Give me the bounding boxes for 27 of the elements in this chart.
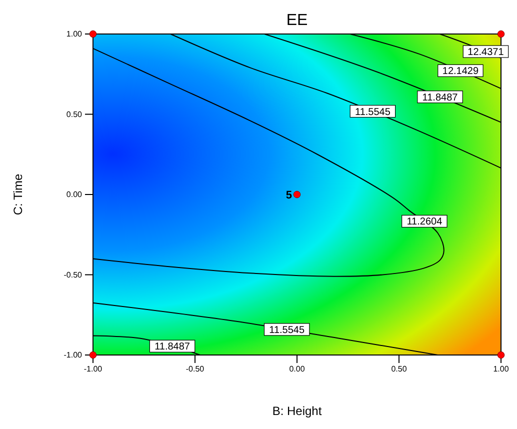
series-label: 11.5545 — [269, 324, 305, 336]
x-tick-label: 1.00 — [493, 364, 510, 374]
point — [293, 190, 301, 198]
x-tick-label: -0.50 — [186, 364, 205, 374]
series-label: 12.4371 — [468, 47, 504, 58]
point — [497, 351, 505, 359]
x-axis-title: B: Height — [272, 404, 322, 418]
y-tick-label: 1.00 — [66, 30, 83, 39]
y-axis-title: C: Time — [11, 174, 25, 216]
chart-title: EE — [286, 12, 308, 29]
series-label: 12.1429 — [442, 66, 479, 78]
line-series — [92, 302, 438, 356]
point — [497, 30, 505, 38]
series-label: 11.8487 — [422, 92, 458, 104]
point — [89, 30, 97, 38]
annotation: 5 — [286, 190, 292, 202]
y-tick-label: 0.00 — [66, 190, 83, 200]
y-tick-label: -1.00 — [64, 350, 83, 360]
y-tick-label: 0.50 — [66, 110, 83, 119]
series-label: 11.5545 — [355, 106, 391, 118]
x-tick-label: 0.50 — [391, 364, 408, 374]
x-tick-label: -1.00 — [84, 364, 103, 374]
point — [89, 351, 97, 359]
series-label: 11.2604 — [406, 216, 443, 228]
y-tick-label: -0.50 — [64, 270, 83, 280]
series-label: 11.8487 — [154, 342, 190, 353]
x-tick-label: 0.00 — [289, 364, 306, 374]
